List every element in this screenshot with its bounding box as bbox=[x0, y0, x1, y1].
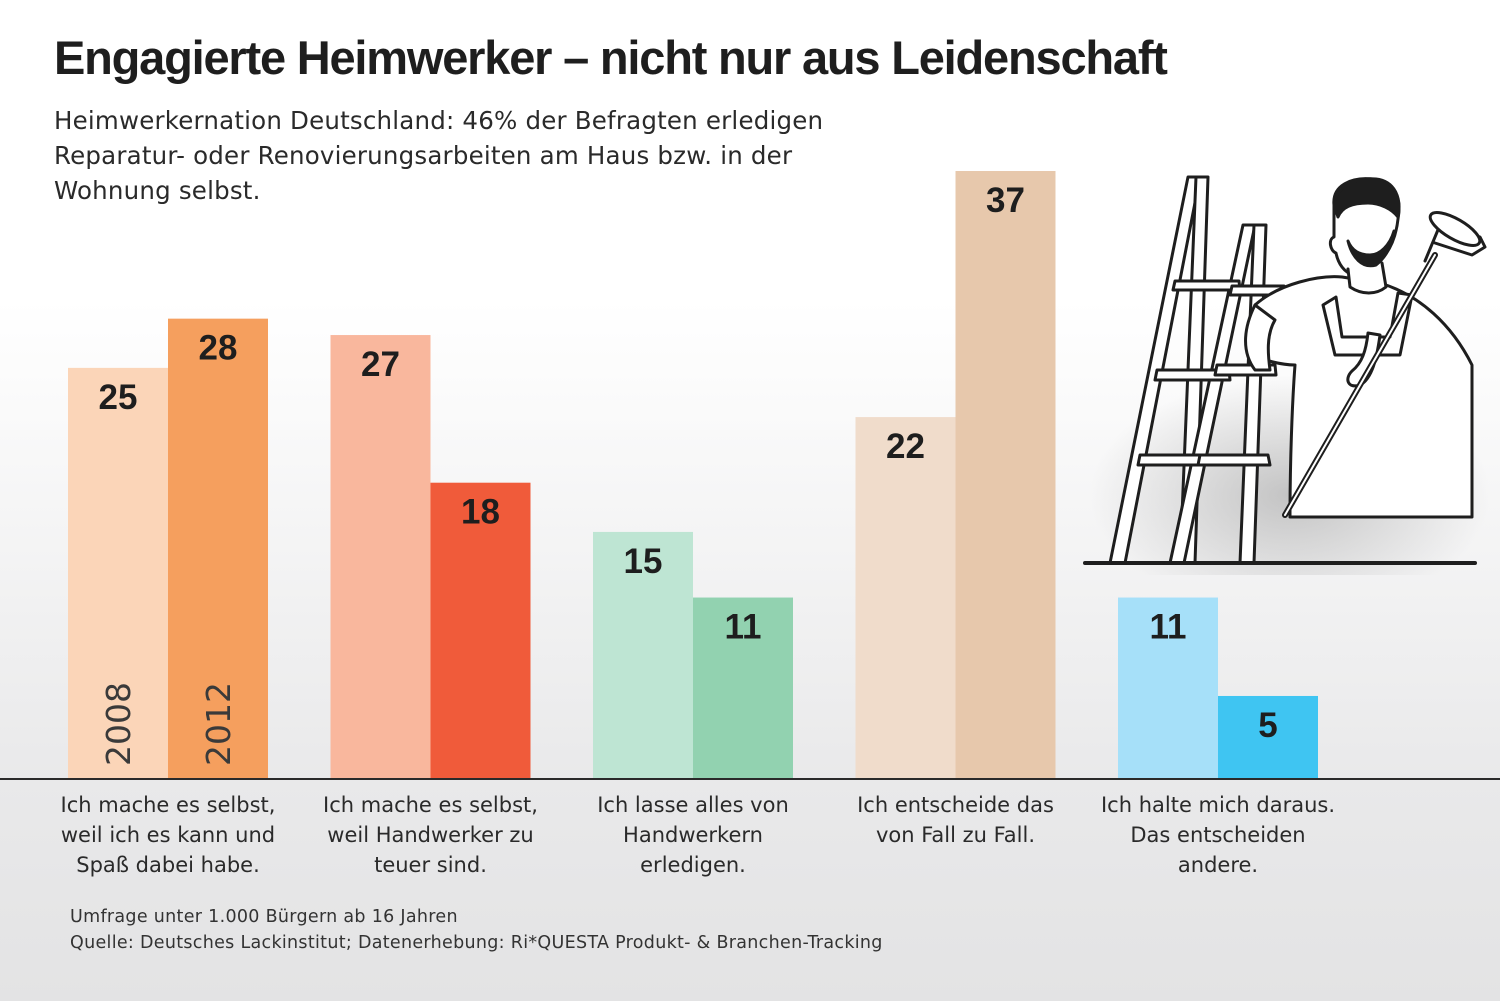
bar-2012-group-1 bbox=[168, 318, 268, 778]
category-label: weil ich es kann und bbox=[61, 823, 275, 847]
category-label: weil Handwerker zu bbox=[327, 823, 533, 847]
bar-value-label: 15 bbox=[624, 542, 663, 581]
page-subtitle: Heimwerkernation Deutschland: 46% der Be… bbox=[54, 106, 824, 205]
bar-value-label: 22 bbox=[886, 427, 925, 466]
category-label: teuer sind. bbox=[374, 853, 487, 877]
bar-value-label: 25 bbox=[99, 378, 138, 417]
category-label: von Fall zu Fall. bbox=[876, 823, 1035, 847]
series-label-2008: 2008 bbox=[99, 682, 138, 766]
category-label: Ich lasse alles von bbox=[597, 793, 789, 817]
bar-2012-group-5 bbox=[1218, 695, 1318, 778]
bar-value-label: 27 bbox=[361, 345, 400, 384]
bar-2012-group-2 bbox=[430, 482, 531, 778]
bar-value-label: 28 bbox=[199, 329, 238, 368]
bar-2008-group-1 bbox=[68, 367, 168, 778]
bar-2008-group-3 bbox=[593, 531, 693, 778]
source-footer: Umfrage unter 1.000 Bürgern ab 16 Jahren… bbox=[70, 904, 883, 956]
source-note: Quelle: Deutsches Lackinstitut; Datenerh… bbox=[70, 933, 883, 953]
bar-value-label: 37 bbox=[986, 181, 1025, 220]
category-label: Ich halte mich daraus. bbox=[1101, 793, 1335, 817]
category-label: andere. bbox=[1178, 853, 1258, 877]
bar-chart: 25 2008 28 2012 Ich mache es selbst, weil ich… bbox=[0, 171, 1500, 877]
bar-value-label: 11 bbox=[725, 608, 762, 647]
series-label-2012: 2012 bbox=[199, 682, 238, 766]
bar-value-label: 11 bbox=[1150, 608, 1187, 647]
category-label: Ich entscheide das bbox=[857, 793, 1054, 817]
bar-2012-group-3 bbox=[693, 597, 793, 778]
category-label: Spaß dabei habe. bbox=[76, 853, 260, 877]
survey-note: Umfrage unter 1.000 Bürgern ab 16 Jahren bbox=[70, 907, 458, 927]
category-label: Ich mache es selbst, bbox=[323, 793, 538, 817]
bar-2008-group-2 bbox=[330, 335, 431, 778]
category-label: Handwerkern bbox=[623, 823, 763, 847]
bar-2008-group-5 bbox=[1118, 597, 1218, 778]
bar-value-label: 18 bbox=[461, 493, 500, 532]
painter-on-ladder-icon bbox=[1080, 165, 1490, 615]
bar-2012-group-4 bbox=[955, 171, 1056, 778]
category-label: erledigen. bbox=[640, 853, 746, 877]
category-label: Das entscheiden bbox=[1130, 823, 1305, 847]
bar-2008-group-4 bbox=[855, 417, 956, 778]
category-label: Ich mache es selbst, bbox=[61, 793, 276, 817]
page-title: Engagierte Heimwerker – nicht nur aus Le… bbox=[54, 31, 1168, 84]
bar-value-label: 5 bbox=[1258, 706, 1277, 745]
